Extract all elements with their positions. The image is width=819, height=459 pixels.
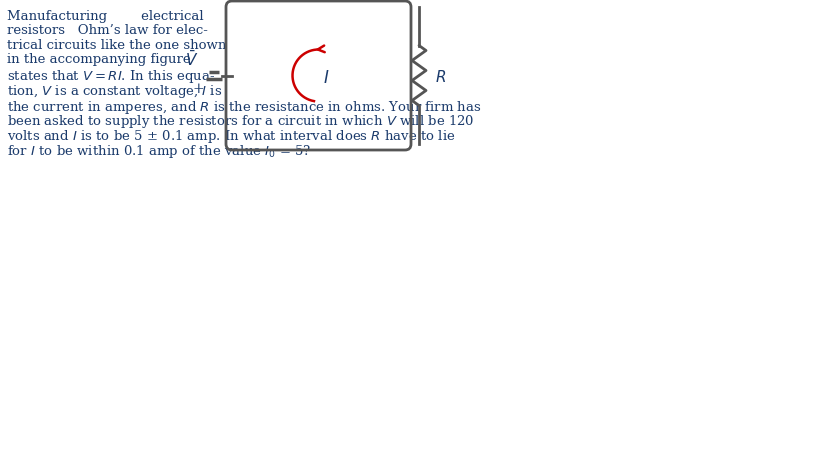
Text: been asked to supply the resistors for a circuit in which $V$ will be 120: been asked to supply the resistors for a… [7, 113, 474, 130]
Text: states that $V = RI$. In this equa-: states that $V = RI$. In this equa- [7, 68, 215, 85]
Text: resistors   Ohm’s law for elec-: resistors Ohm’s law for elec- [7, 24, 208, 38]
Text: for $I$ to be within 0.1 amp of the value $I_0$ = 5?: for $I$ to be within 0.1 amp of the valu… [7, 142, 311, 159]
Text: volts and $I$ is to be 5 ± 0.1 amp. In what interval does $R$ have to lie: volts and $I$ is to be 5 ± 0.1 amp. In w… [7, 128, 455, 145]
Text: Manufacturing        electrical: Manufacturing electrical [7, 10, 204, 23]
Text: +: + [192, 82, 204, 96]
Text: tion, $V$ is a constant voltage, $I$ is: tion, $V$ is a constant voltage, $I$ is [7, 82, 222, 99]
Text: $R$: $R$ [435, 68, 446, 84]
Text: $I$: $I$ [324, 70, 330, 87]
Text: in the accompanying figure: in the accompanying figure [7, 53, 191, 67]
Text: $\bar{V}$: $\bar{V}$ [185, 50, 199, 69]
Text: the current in amperes, and $R$ is the resistance in ohms. Your firm has: the current in amperes, and $R$ is the r… [7, 99, 482, 116]
Text: trical circuits like the one shown: trical circuits like the one shown [7, 39, 226, 52]
